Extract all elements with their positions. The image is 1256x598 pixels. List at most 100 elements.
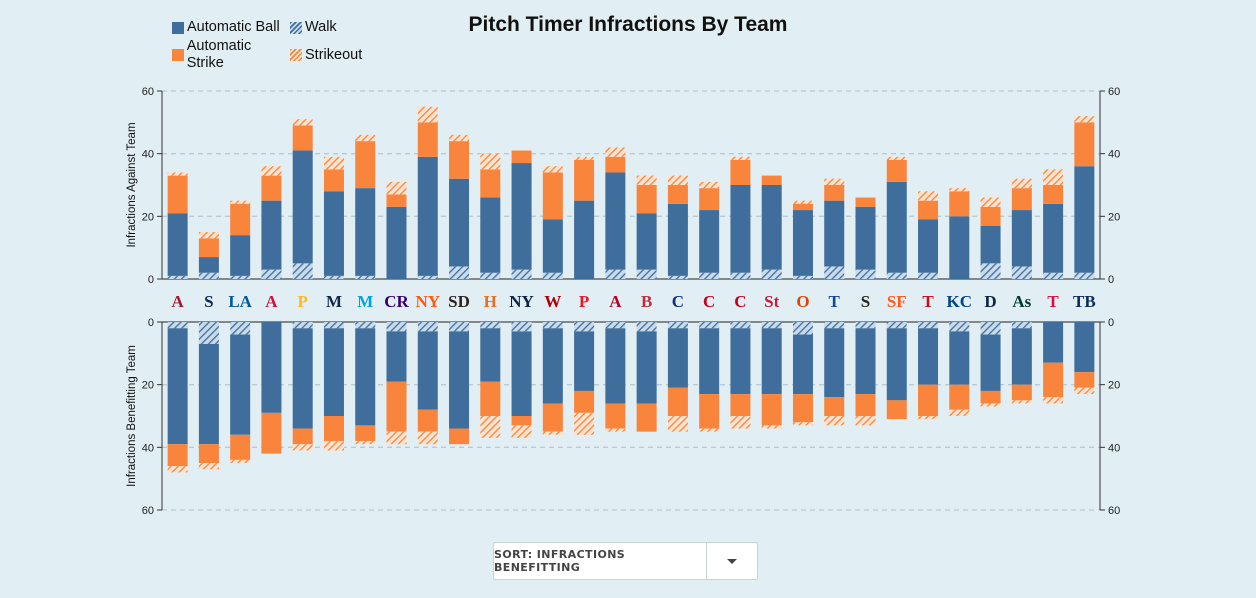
- bar-against-ball: [699, 210, 720, 273]
- bar-benefit-strike: [230, 434, 251, 460]
- team-logo: C: [703, 292, 715, 311]
- tick-label: 60: [142, 505, 154, 517]
- team-logos: A S LA A P M M CR NY SD H NY W P A B C C C St O T S SF T KC D As T TB: [171, 292, 1095, 311]
- bar-benefit-so: [918, 416, 939, 420]
- bar-benefit-walk: [824, 322, 845, 329]
- bar-benefit-strike: [980, 390, 1001, 404]
- bar-benefit-strike: [355, 425, 376, 442]
- bar-against-ball: [417, 156, 438, 276]
- bar-against-strike: [605, 156, 626, 173]
- bar-benefit-walk: [855, 322, 876, 329]
- bar-against-ball: [792, 210, 813, 276]
- bar-against-walk: [261, 269, 282, 279]
- axes: 0 20 40 60 0 20 40 60 0 20 40 60 0 20 40 60 Infractions …: [126, 86, 1120, 517]
- bar-against-ball: [480, 197, 501, 273]
- bar-benefit-walk: [886, 322, 907, 329]
- bar-against-ball: [167, 213, 188, 276]
- tick-label: 60: [1108, 505, 1120, 517]
- team-logo: H: [484, 292, 497, 311]
- bar-against-strike: [699, 188, 720, 211]
- bar-benefit-strike: [855, 394, 876, 416]
- lower-axis-title: Infractions Benefitting Team: [126, 345, 138, 487]
- bar-benefit-strike: [886, 400, 907, 420]
- bar-benefit-walk: [511, 322, 532, 332]
- bar-against-so: [949, 188, 970, 192]
- bar-against-so: [355, 134, 376, 142]
- bar-against-strike: [636, 185, 657, 214]
- bar-benefit-so: [980, 403, 1001, 407]
- bars: [167, 106, 1095, 473]
- bar-against-so: [417, 106, 438, 123]
- bar-benefit-so: [355, 441, 376, 445]
- team-logo: M: [326, 292, 342, 311]
- bar-against-walk: [449, 266, 470, 279]
- bar-benefit-ball: [761, 328, 782, 395]
- bar-against-ball: [761, 185, 782, 270]
- chart-legend: Automatic Ball Walk Automatic Strike Str…: [172, 19, 390, 72]
- bar-benefit-so: [761, 425, 782, 429]
- bar-benefit-strike: [449, 428, 470, 445]
- bar-against-ball: [886, 181, 907, 273]
- legend-item-strikeout: Strikeout: [290, 38, 390, 72]
- bar-benefit-ball: [886, 328, 907, 401]
- bar-against-so: [542, 166, 563, 173]
- bar-against-ball: [355, 188, 376, 276]
- bar-benefit-so: [699, 428, 720, 432]
- bar-benefit-ball: [198, 343, 219, 445]
- sort-label[interactable]: SORT: INFRACTIONS BENEFITTING: [494, 543, 707, 579]
- bar-benefit-ball: [292, 328, 313, 429]
- bar-benefit-walk: [605, 322, 626, 329]
- bar-benefit-strike: [386, 381, 407, 432]
- bar-against-walk: [636, 269, 657, 279]
- bar-against-so: [1011, 178, 1032, 189]
- bar-against-walk: [667, 275, 688, 279]
- team-logo: TB: [1073, 292, 1096, 311]
- bar-against-so: [198, 232, 219, 239]
- bar-against-walk: [699, 272, 720, 279]
- bar-against-walk: [1011, 266, 1032, 279]
- legend-item-walk: Walk: [290, 19, 390, 36]
- team-logo: W: [544, 292, 561, 311]
- bar-benefit-ball: [323, 328, 344, 416]
- bar-against-walk: [230, 275, 251, 279]
- bar-benefit-ball: [574, 331, 595, 391]
- bar-benefit-strike: [574, 390, 595, 413]
- legend-label-automatic-ball: Automatic Ball: [187, 19, 280, 35]
- bar-benefit-strike: [261, 412, 282, 454]
- bar-benefit-walk: [667, 322, 688, 329]
- bar-benefit-ball: [449, 331, 470, 429]
- bar-against-so: [323, 156, 344, 170]
- bar-against-strike: [730, 159, 751, 185]
- bar-against-so: [1074, 116, 1095, 123]
- legend-swatch-strikeout: [290, 49, 302, 61]
- bar-against-ball: [198, 257, 219, 273]
- bar-against-ball: [386, 206, 407, 279]
- bar-benefit-strike: [824, 397, 845, 416]
- bar-benefit-strike: [1074, 372, 1095, 388]
- sort-toggle-button[interactable]: [707, 543, 757, 579]
- bar-benefit-so: [386, 431, 407, 445]
- bar-against-strike: [542, 172, 563, 220]
- team-logo: S: [861, 292, 870, 311]
- bar-benefit-ball: [167, 328, 188, 445]
- bar-against-walk: [1043, 272, 1064, 279]
- bar-against-walk: [198, 272, 219, 279]
- bar-against-so: [730, 156, 751, 160]
- bar-against-strike: [949, 191, 970, 217]
- bar-benefit-strike: [1043, 362, 1064, 398]
- bar-against-so: [292, 119, 313, 126]
- bar-benefit-so: [230, 459, 251, 463]
- sort-dropdown[interactable]: SORT: INFRACTIONS BENEFITTING: [493, 542, 758, 580]
- legend-item-automatic-strike: Automatic Strike: [172, 38, 290, 72]
- bar-against-walk: [886, 272, 907, 279]
- bar-against-so: [918, 191, 939, 201]
- bar-against-walk: [980, 263, 1001, 279]
- tick-label: 0: [1108, 317, 1114, 329]
- bar-against-strike: [292, 125, 313, 151]
- bar-against-so: [699, 181, 720, 189]
- bar-benefit-ball: [511, 331, 532, 416]
- bar-benefit-ball: [261, 322, 282, 413]
- bar-benefit-walk: [292, 322, 313, 329]
- bar-against-ball: [292, 150, 313, 264]
- bar-benefit-ball: [824, 328, 845, 398]
